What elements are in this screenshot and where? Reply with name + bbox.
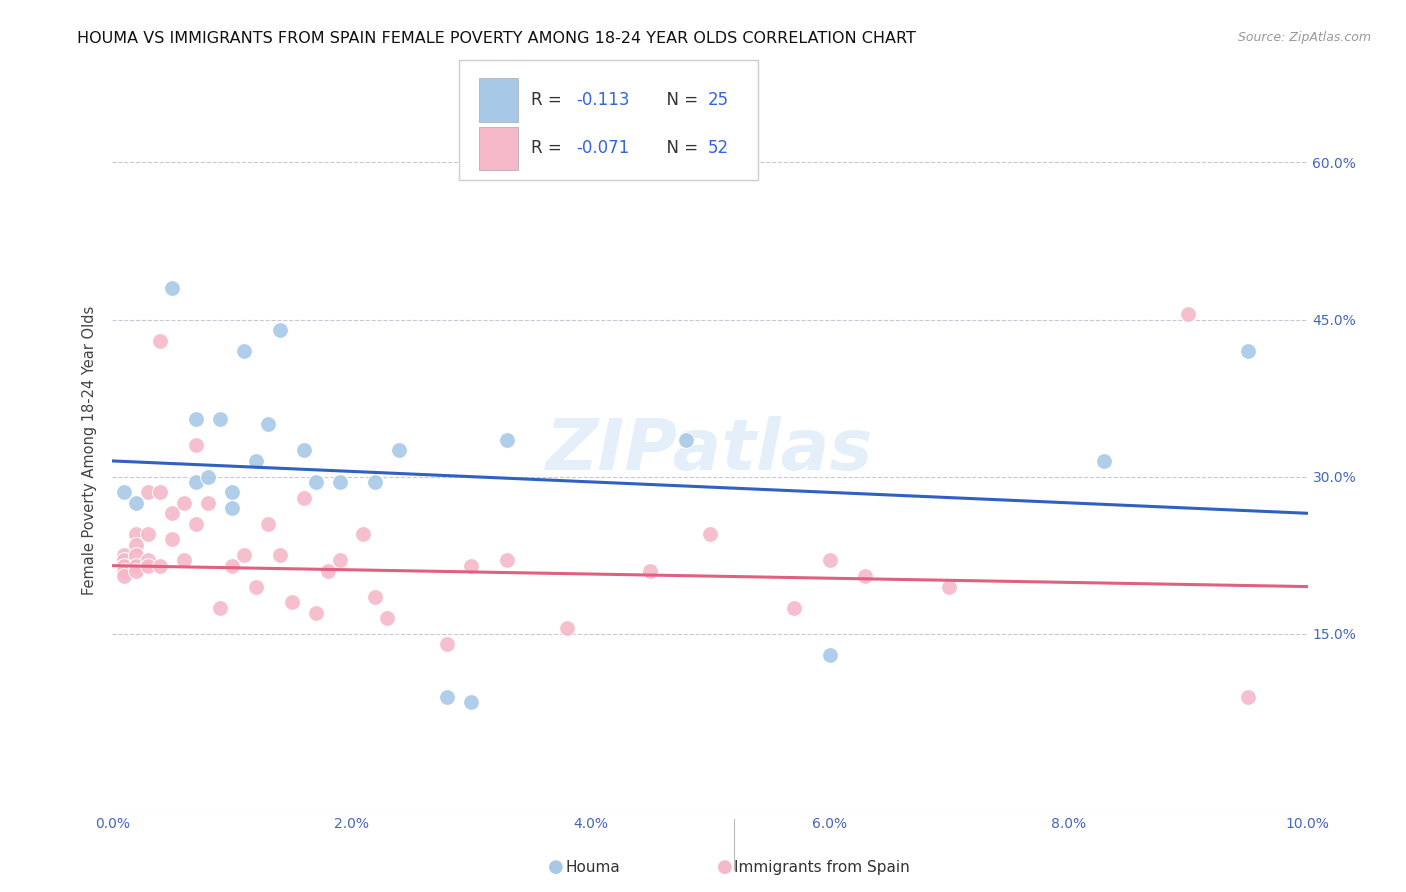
Text: -0.113: -0.113 (576, 91, 630, 109)
Point (138, 527, 160, 541)
Point (329, 553, 352, 567)
Point (233, 343, 256, 358)
Point (1177, 307, 1199, 321)
FancyBboxPatch shape (458, 61, 758, 179)
Text: N =: N = (657, 139, 703, 158)
Point (186, 438, 208, 452)
Point (114, 485, 135, 500)
Point (257, 516, 280, 531)
Point (186, 475, 208, 489)
Point (1237, 343, 1260, 358)
Point (938, 580, 960, 594)
Point (149, 334, 172, 348)
Point (138, 485, 160, 500)
Point (114, 564, 135, 578)
Point (281, 595, 304, 609)
Point (496, 553, 519, 567)
Point (173, 496, 195, 510)
Point (125, 558, 148, 573)
Text: Source: ZipAtlas.com: Source: ZipAtlas.com (1237, 31, 1371, 45)
Point (305, 475, 328, 489)
Point (292, 443, 315, 458)
Point (186, 516, 208, 531)
Point (783, 600, 806, 615)
Text: ●: ● (548, 858, 564, 876)
Point (364, 590, 387, 604)
Point (245, 454, 267, 468)
Point (114, 558, 135, 573)
Point (162, 533, 183, 547)
Point (114, 553, 135, 567)
Point (209, 412, 232, 426)
Point (675, 433, 697, 447)
Point (818, 648, 841, 662)
Point (162, 506, 183, 520)
Point (125, 538, 148, 552)
Point (125, 564, 148, 578)
Point (460, 695, 482, 709)
Point (162, 281, 183, 295)
Point (436, 637, 458, 651)
Point (818, 553, 841, 567)
Point (149, 485, 172, 500)
Y-axis label: Female Poverty Among 18-24 Year Olds: Female Poverty Among 18-24 Year Olds (82, 306, 97, 595)
Point (377, 611, 399, 625)
Point (257, 417, 280, 432)
Point (114, 548, 135, 562)
Point (364, 475, 387, 489)
Point (292, 491, 315, 505)
Text: HOUMA VS IMMIGRANTS FROM SPAIN FEMALE POVERTY AMONG 18-24 YEAR OLDS CORRELATION : HOUMA VS IMMIGRANTS FROM SPAIN FEMALE PO… (77, 31, 917, 46)
Point (138, 558, 160, 573)
Text: -0.071: -0.071 (576, 139, 630, 158)
Point (269, 548, 291, 562)
Point (269, 323, 291, 337)
Point (209, 600, 232, 615)
Text: ●: ● (717, 858, 733, 876)
Point (125, 496, 148, 510)
Point (125, 527, 148, 541)
Bar (479, 127, 517, 170)
Bar (479, 78, 517, 121)
Point (353, 527, 375, 541)
Point (173, 553, 195, 567)
Point (316, 564, 339, 578)
Point (496, 433, 519, 447)
Point (1094, 454, 1116, 468)
Text: Houma: Houma (565, 860, 620, 874)
Point (221, 501, 243, 516)
Point (233, 548, 256, 562)
Point (555, 622, 578, 636)
Point (114, 558, 135, 573)
Text: 25: 25 (707, 91, 728, 109)
Point (221, 558, 243, 573)
Point (699, 527, 721, 541)
Point (221, 485, 243, 500)
Point (855, 569, 877, 583)
Point (125, 548, 148, 562)
Text: 52: 52 (707, 139, 728, 158)
Point (436, 690, 458, 704)
Point (186, 412, 208, 426)
Point (197, 496, 219, 510)
Text: R =: R = (531, 91, 567, 109)
Point (329, 475, 352, 489)
Point (388, 443, 411, 458)
Text: Immigrants from Spain: Immigrants from Spain (734, 860, 910, 874)
Point (114, 569, 135, 583)
Point (640, 564, 662, 578)
Point (460, 558, 482, 573)
Text: ZIPatlas: ZIPatlas (547, 416, 873, 485)
Point (138, 553, 160, 567)
Text: R =: R = (531, 139, 567, 158)
Point (1237, 690, 1260, 704)
Point (245, 580, 267, 594)
Text: N =: N = (657, 91, 703, 109)
Point (305, 606, 328, 620)
Point (114, 564, 135, 578)
Point (197, 469, 219, 483)
Point (149, 558, 172, 573)
